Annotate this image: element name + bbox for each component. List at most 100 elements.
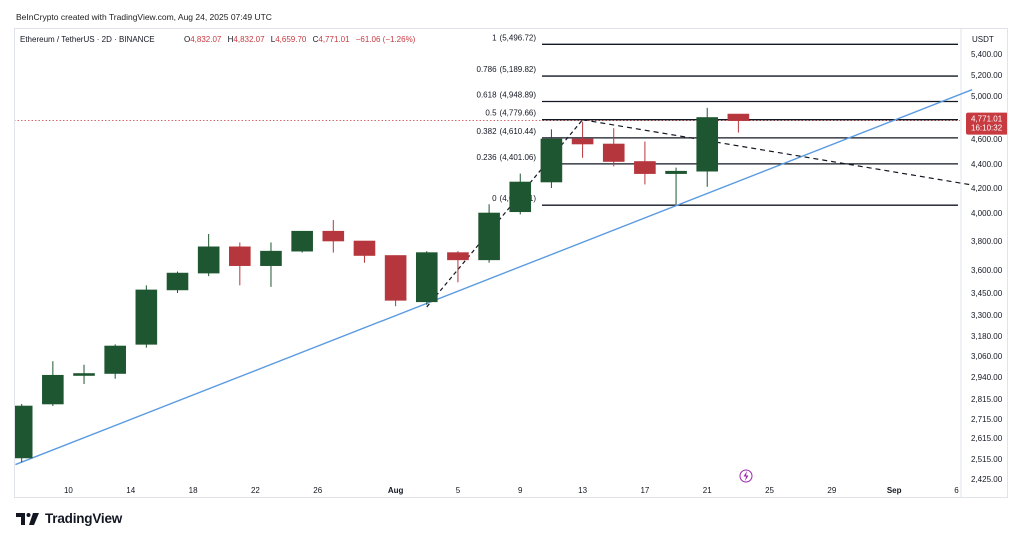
x-tick-label: 26	[313, 486, 322, 495]
ohlc-high-label: H	[228, 35, 234, 44]
y-tick-label: 2,515.00	[971, 455, 1003, 464]
x-tick-label: 22	[251, 486, 260, 495]
ohlc-close-label: C	[313, 35, 319, 44]
candle-body	[260, 250, 282, 266]
candle-body	[540, 138, 563, 183]
ohlc-open-label: O	[184, 35, 190, 44]
fib-price: (4,401.06)	[500, 153, 537, 162]
ohlc-low: 4,659.70	[275, 35, 307, 44]
fib-swing-line[interactable]	[426, 119, 584, 308]
x-tick-label: 17	[640, 486, 649, 495]
chart-svg[interactable]: 1 (5,496.72) 0.786 (5,189.82) 0.618 (4,948.89…	[10, 28, 1022, 499]
candle-body	[291, 230, 313, 252]
y-tick-label: 2,615.00	[971, 434, 1003, 443]
candle-body	[384, 255, 407, 301]
ohlc-low-label: L	[271, 35, 276, 44]
fib-price: (4,948.89)	[500, 90, 537, 99]
y-tick-label: 5,200.00	[971, 71, 1003, 80]
fibonacci-retracement[interactable]: 1 (5,496.72) 0.786 (5,189.82) 0.618 (4,948.89…	[477, 33, 959, 206]
candle-body	[10, 405, 33, 459]
y-tick-label: 2,940.00	[971, 373, 1003, 382]
fib-ratio: 0.382	[477, 127, 498, 136]
y-tick-label: 3,450.00	[971, 289, 1003, 298]
candle-body	[447, 252, 469, 261]
candle-body	[229, 246, 251, 266]
x-tick-label: Aug	[388, 486, 404, 495]
candle-body	[696, 117, 719, 172]
tradingview-logo: TradingView	[16, 511, 122, 526]
x-tick-label: 9	[518, 486, 523, 495]
y-tick-label: 4,000.00	[971, 209, 1003, 218]
candle-body	[509, 181, 532, 213]
y-tick-label: 2,425.00	[971, 475, 1003, 484]
candle-body	[571, 138, 594, 145]
candle-body	[415, 252, 438, 303]
fib-price: (4,610.44)	[500, 127, 537, 136]
fib-ratio: 0.618	[477, 90, 498, 99]
y-tick-label: 4,200.00	[971, 184, 1003, 193]
fib-label-0-786: 0.786 (5,189.82)	[477, 65, 537, 74]
candle-body	[166, 272, 189, 291]
ohlc-change: −61.06 (−1.26%)	[356, 35, 416, 44]
x-tick-label: 13	[578, 486, 587, 495]
fib-price: (4,779.66)	[500, 109, 537, 118]
y-tick-label: 3,600.00	[971, 266, 1003, 275]
x-axis[interactable]: 10 14 18 22 26 Aug 5 9 13 17 21 25 29 Sep 6	[64, 486, 959, 495]
x-tick-label: 14	[126, 486, 135, 495]
ohlc-readout: O4,832.07 H4,832.07 L4,659.70 C4,771.01 …	[184, 35, 416, 44]
tradingview-logo-icon	[16, 512, 39, 525]
candle-body	[353, 240, 376, 256]
symbol-legend: Ethereum / TetherUS · 2D · BINANCE O 4,83…	[20, 35, 416, 44]
fib-label-0-382: 0.382 (4,610.44)	[477, 127, 537, 136]
candle-body	[727, 113, 750, 121]
fib-price: (5,496.72)	[500, 33, 537, 42]
trendlines[interactable]	[15, 89, 973, 466]
fib-ratio: 0.236	[477, 153, 498, 162]
y-tick-label: 3,180.00	[971, 332, 1003, 341]
last-price-badge	[966, 112, 1008, 135]
candle-body	[135, 289, 158, 345]
y-tick-label: 2,815.00	[971, 395, 1003, 404]
candle-body	[478, 212, 500, 261]
candle-body	[665, 170, 687, 174]
candle-body	[73, 373, 95, 376]
candle-body	[322, 230, 345, 242]
lightning-icon[interactable]	[739, 469, 753, 483]
x-tick-label: 5	[456, 486, 461, 495]
fib-label-0-618: 0.618 (4,948.89)	[477, 90, 537, 99]
candles	[10, 107, 750, 463]
candle-body	[602, 143, 625, 162]
fib-ratio: 0.786	[477, 65, 498, 74]
candle-body	[197, 246, 220, 274]
x-tick-label: 6	[954, 486, 959, 495]
ohlc-close: 4,771.01	[318, 35, 350, 44]
x-tick-label: 29	[827, 486, 836, 495]
candle-body	[42, 374, 64, 405]
fib-ratio: 0.5	[485, 109, 497, 118]
fib-ratio: 1	[492, 33, 497, 42]
x-tick-label: 21	[703, 486, 712, 495]
y-tick-label: 4,400.00	[971, 160, 1003, 169]
descending-dashed-line[interactable]	[582, 119, 973, 186]
tradingview-wordmark: TradingView	[45, 511, 123, 526]
y-tick-label: 3,300.00	[971, 311, 1003, 320]
x-tick-label: 18	[189, 486, 198, 495]
y-tick-label: 2,715.00	[971, 415, 1003, 424]
x-tick-label: 25	[765, 486, 774, 495]
y-tick-label: 3,800.00	[971, 237, 1003, 246]
fib-ratio: 0	[492, 194, 497, 203]
symbol-title: Ethereum / TetherUS · 2D · BINANCE	[20, 35, 155, 44]
countdown-label: 16:10:32	[971, 124, 1003, 133]
y-tick-label: 3,060.00	[971, 352, 1003, 361]
ascending-trendline[interactable]	[15, 89, 973, 466]
fib-price: (5,189.82)	[500, 65, 537, 74]
currency-label: USDT	[972, 35, 994, 44]
last-price-label: 4,771.01	[971, 115, 1003, 124]
ohlc-high: 4,832.07	[233, 35, 265, 44]
fib-label-1: 1 (5,496.72)	[492, 33, 536, 42]
fib-label-0-236: 0.236 (4,401.06)	[477, 153, 537, 162]
y-tick-label: 4,600.00	[971, 135, 1003, 144]
price-chart[interactable]: 1 (5,496.72) 0.786 (5,189.82) 0.618 (4,948.89…	[10, 28, 1022, 499]
x-tick-label: Sep	[887, 486, 902, 495]
y-axis[interactable]: USDT 5,400.00 5,200.00 5,000.00 4,600.00 4,40…	[966, 35, 1008, 484]
